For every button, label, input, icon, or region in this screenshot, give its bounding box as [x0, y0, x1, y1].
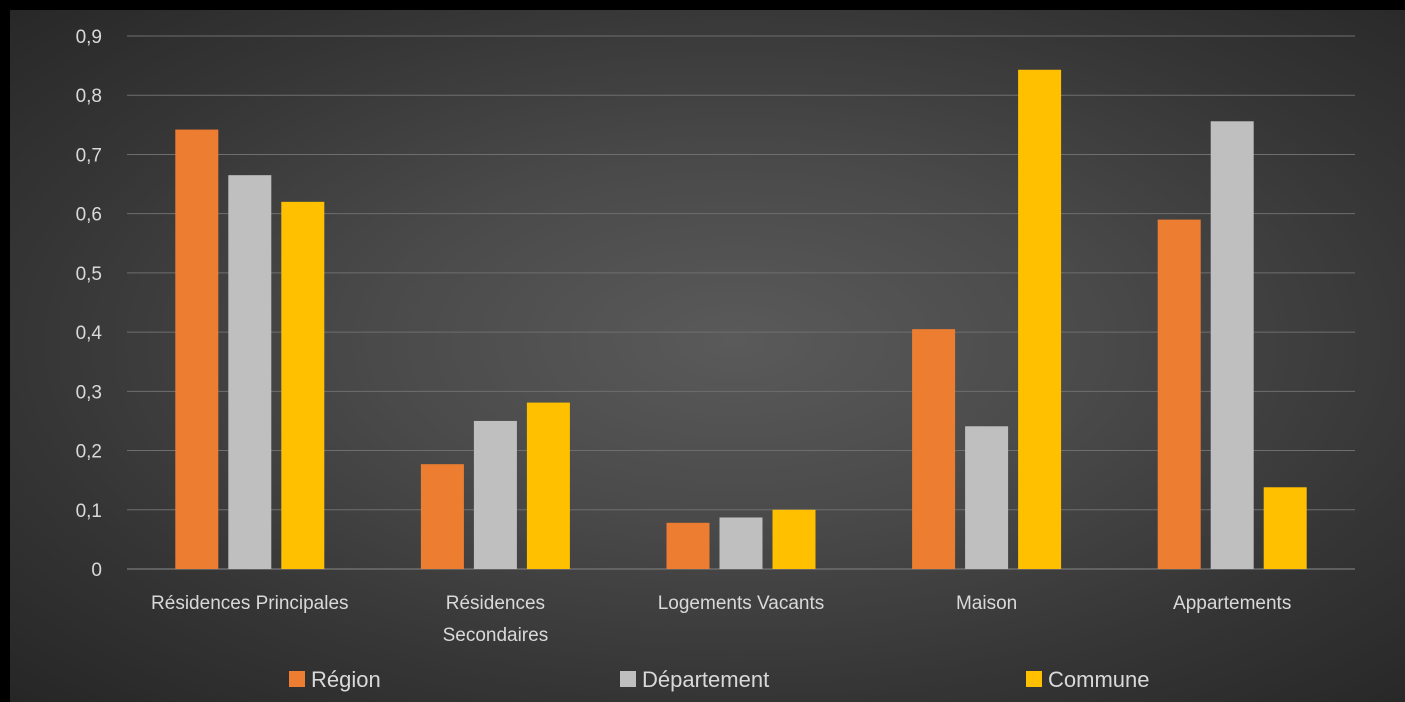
bar-d-partement-2	[719, 517, 763, 569]
bar-d-partement-3	[965, 426, 1009, 569]
y-tick-label: 0,3	[76, 382, 102, 403]
y-tick-label: 0,4	[76, 323, 103, 344]
y-tick-label: 0,8	[76, 86, 102, 107]
x-category-label: Appartements	[1173, 593, 1291, 614]
gridlines	[127, 35, 1355, 570]
legend-swatch	[289, 671, 305, 687]
bar-commune-1	[526, 402, 570, 569]
bar-r-gion-3	[912, 329, 956, 569]
y-tick-label: 0,6	[76, 205, 102, 226]
bar-r-gion-4	[1157, 219, 1201, 570]
x-category-label: Résidences	[446, 593, 545, 614]
x-axis-labels: Résidences Principales Résidences Secondai…	[151, 593, 1291, 646]
legend-label: Commune	[1048, 667, 1149, 692]
x-category-label: Maison	[956, 593, 1017, 614]
bar-commune-0	[281, 201, 325, 570]
y-tick-label: 0,2	[76, 442, 102, 463]
bar-d-partement-0	[228, 175, 272, 569]
legend: Région Département Commune	[289, 667, 1149, 692]
y-tick-label: 0,1	[76, 501, 102, 522]
bar-r-gion-2	[666, 522, 710, 569]
bar-d-partement-1	[473, 420, 517, 569]
legend-swatch	[1026, 671, 1042, 687]
legend-swatch	[620, 671, 636, 687]
bar-commune-4	[1263, 487, 1307, 569]
legend-label: Département	[642, 667, 769, 692]
x-category-label: Résidences Principales	[151, 593, 349, 614]
bar-commune-2	[772, 509, 816, 569]
x-category-label: Logements Vacants	[658, 593, 825, 614]
y-tick-label: 0,7	[76, 145, 102, 166]
bar-r-gion-0	[175, 129, 219, 569]
bar-d-partement-4	[1210, 121, 1254, 569]
y-tick-label: 0,9	[76, 27, 102, 48]
y-axis-ticks: 0 0,1 0,2 0,3 0,4 0,5 0,6 0,7 0,8 0,9	[76, 27, 103, 581]
bar-r-gion-1	[420, 464, 464, 569]
bar-commune-3	[1018, 69, 1062, 570]
x-category-label: Secondaires	[443, 625, 549, 646]
y-tick-label: 0,5	[76, 264, 102, 285]
y-tick-label: 0	[91, 560, 102, 581]
legend-label: Région	[311, 667, 381, 692]
bars	[175, 69, 1307, 570]
